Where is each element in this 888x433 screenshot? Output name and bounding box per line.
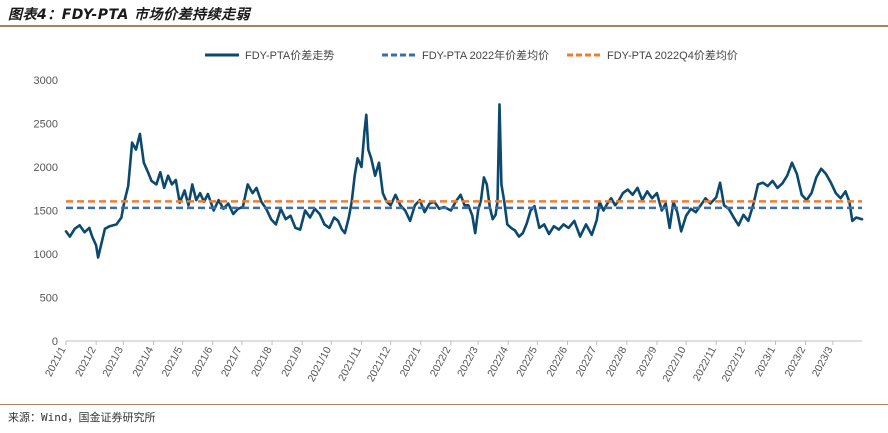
y-tick-label: 2000: [34, 162, 58, 174]
y-tick-label: 3000: [34, 75, 58, 87]
title-divider: [0, 25, 888, 27]
line-chart: FDY-PTA价差走势 FDY-PTA 2022年价差均价 FDY-PTA 2022…: [34, 48, 864, 384]
legend-label: FDY-PTA 2022年价差均价: [422, 48, 549, 62]
y-tick-label: 1500: [34, 206, 58, 218]
x-tick-label: 2022/9: [634, 345, 660, 379]
chart-legend: FDY-PTA价差走势 FDY-PTA 2022年价差均价 FDY-PTA 2022…: [205, 48, 738, 62]
y-tick-label: 1000: [34, 249, 58, 261]
spread-series-line: [64, 103, 864, 259]
legend-label: FDY-PTA 2022Q4价差均价: [607, 48, 738, 62]
chart-container: FDY-PTA价差走势 FDY-PTA 2022年价差均价 FDY-PTA 2022…: [0, 28, 888, 400]
x-tick-label: 2021/5: [160, 345, 186, 379]
x-tick-label: 2023/2: [783, 345, 809, 379]
x-tick-label: 2022/2: [428, 345, 454, 379]
x-tick-label: 2021/12: [365, 345, 393, 384]
x-tick-label: 2022/10: [660, 345, 688, 384]
x-tick-label: 2022/5: [514, 345, 540, 379]
x-tick-label: 2021/3: [100, 345, 126, 379]
x-tick-label: 2022/7: [574, 345, 600, 379]
x-tick-label: 2022/3: [455, 345, 481, 379]
x-tick-label: 2022/4: [485, 345, 511, 379]
x-tick-label: 2022/8: [604, 345, 630, 379]
x-tick-label: 2021/9: [279, 345, 305, 379]
x-tick-label: 2021/6: [190, 345, 216, 379]
x-tick-label: 2022/11: [691, 345, 719, 384]
x-tick-label: 2022/12: [720, 345, 748, 384]
x-tick-label: 2021/7: [219, 345, 245, 379]
figure-title: 图表4：FDY-PTA 市场价差持续走弱: [8, 7, 251, 23]
y-tick-label: 0: [52, 336, 58, 348]
x-tick-label: 2022/1: [398, 345, 424, 379]
y-tick-label: 2500: [34, 119, 58, 131]
source-divider: [0, 404, 888, 405]
x-tick-label: 2021/8: [249, 345, 275, 379]
y-tick-label: 500: [40, 293, 58, 305]
x-tick-label: 2021/11: [336, 345, 364, 384]
legend-label: FDY-PTA价差走势: [245, 48, 334, 62]
x-tick-label: 2023/1: [752, 345, 778, 379]
x-axis: 2021/1 2021/2 2021/3 2021/4 2021/5 2021/6 2021…: [43, 340, 862, 384]
source-note: 来源：Wind，国金证券研究所: [8, 411, 156, 424]
x-tick-label: 2022/6: [544, 345, 570, 379]
x-tick-label: 2023/3: [810, 345, 836, 379]
x-tick-label: 2021/1: [43, 345, 69, 379]
plot-area: [64, 103, 864, 259]
x-tick-label: 2021/2: [73, 345, 99, 379]
x-tick-label: 2021/4: [130, 345, 156, 379]
x-tick-label: 2021/10: [306, 345, 334, 384]
y-axis: 0 500 1000 1500 2000 2500 3000: [34, 75, 58, 348]
